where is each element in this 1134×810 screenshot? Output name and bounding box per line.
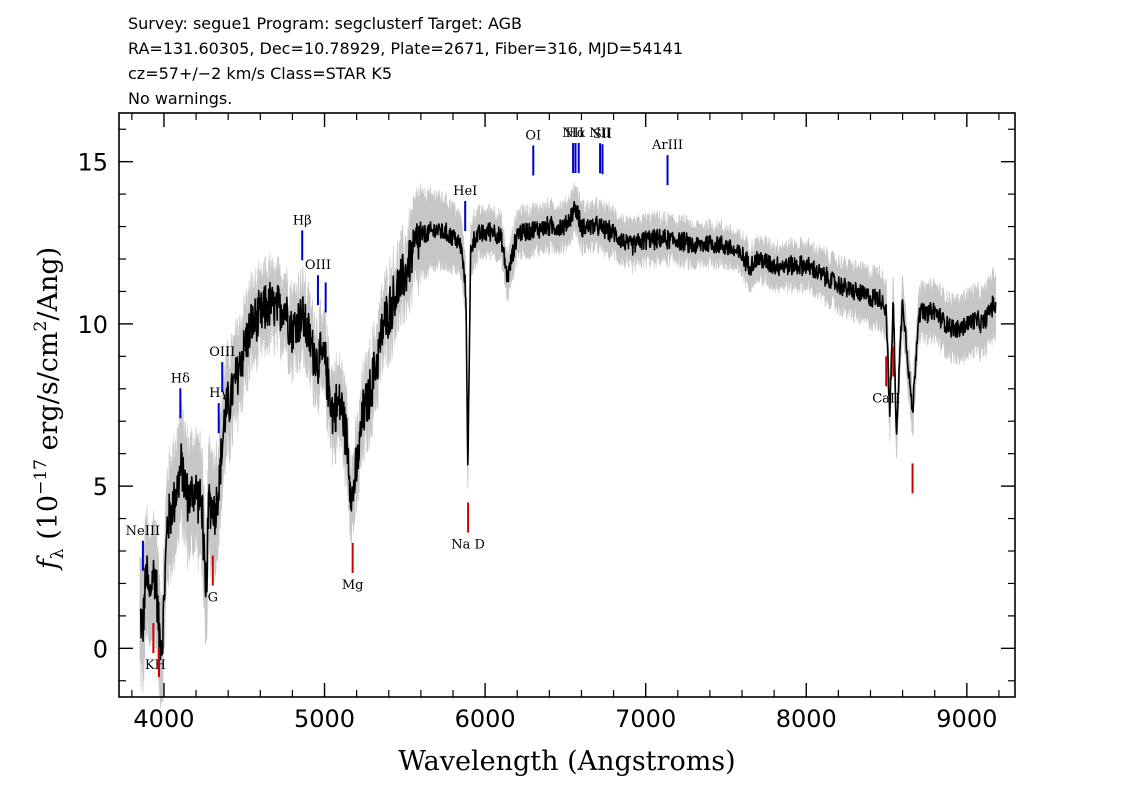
axes: 4000 5000 6000 7000 8000 9000 0 5 10 15: [77, 112, 1016, 733]
x-axis-label: Wavelength (Angstroms): [398, 746, 735, 777]
y-axis-label-post: /Ang): [33, 247, 64, 321]
emission-line-label: OIII: [305, 258, 331, 273]
y-axis-label: fλ (10−17 erg/s/cm2/Ang): [31, 247, 68, 571]
emission-line-label: SII: [593, 127, 612, 142]
flux-series-line: [139, 200, 997, 661]
absorption-line-label: Na D: [451, 538, 485, 553]
y-tick-label: 5: [93, 473, 108, 501]
emission-line-label: NII: [589, 126, 611, 141]
absorption-line-label: KH: [145, 658, 166, 673]
y-tick-label: 15: [77, 149, 108, 177]
emission-line-label: HeI: [453, 184, 477, 199]
x-tick-label: 8000: [776, 705, 837, 733]
y-axis-label-mid: erg/s/cm: [33, 331, 64, 459]
x-tick-label: 6000: [455, 705, 516, 733]
header-line-2: RA=131.60305, Dec=10.78929, Plate=2671, …: [128, 39, 683, 58]
x-tick-label: 5000: [294, 705, 355, 733]
emission-line-label: OI: [525, 128, 541, 143]
plot-layer: [139, 182, 997, 709]
plot-frame: [118, 112, 1016, 698]
emission-line-label: NeIII: [126, 524, 160, 539]
y-axis-label-f: f: [33, 555, 64, 571]
x-tick-label: 4000: [133, 705, 194, 733]
y-axis-label-pre: (10: [33, 495, 64, 548]
x-tick-label: 9000: [936, 705, 997, 733]
y-tick-label: 0: [93, 635, 108, 663]
emission-line-label: Hα: [565, 126, 585, 141]
emission-line-label: OIII: [209, 345, 235, 360]
emission-line-label: Hδ: [171, 371, 190, 386]
y-tick-label: 10: [77, 311, 108, 339]
emission-line-label: ArIII: [651, 138, 683, 153]
header-line-4: No warnings.: [128, 89, 232, 108]
y-axis-label-exp2: 2: [31, 321, 51, 332]
emission-line-label: Hβ: [293, 213, 312, 228]
emission-line-label: Hγ: [209, 386, 228, 401]
x-tick-label: 7000: [615, 705, 676, 733]
header-line-1: Survey: segue1 Program: segclusterf Targ…: [128, 14, 522, 33]
y-axis-label-exp1: −17: [31, 459, 51, 495]
header-line-3: cz=57+/−2 km/s Class=STAR K5: [128, 64, 392, 83]
absorption-line-label: G: [208, 591, 218, 606]
emission-line-label: NII: [562, 126, 584, 141]
y-axis-label-sub: λ: [48, 548, 68, 559]
absorption-line-label: Mg: [342, 578, 364, 593]
flux-error-band: [139, 182, 996, 709]
absorption-line-label: CaII: [872, 391, 900, 406]
